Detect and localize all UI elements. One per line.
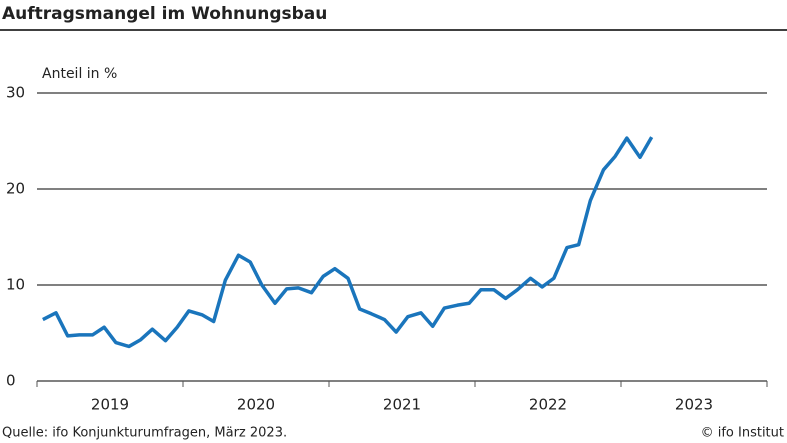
y-tick-label: 20 [6,180,25,198]
credit: © ifo Institut [701,426,784,441]
y-tick-label: 10 [6,276,25,294]
y-tick-label: 30 [6,84,25,102]
y-tick-label: 0 [6,372,16,390]
x-tick-label: 2023 [675,396,713,414]
y-axis-label: Anteil in % [42,66,117,82]
x-tick-label: 2019 [91,396,129,414]
source: Quelle: ifo Konjunkturumfragen, März 202… [2,426,287,441]
chart-title: Auftragsmangel im Wohnungsbau [2,4,327,24]
x-tick-label: 2021 [383,396,421,414]
data-line [42,136,654,349]
x-tick-label: 2022 [529,396,567,414]
x-tick-label: 2020 [237,396,275,414]
